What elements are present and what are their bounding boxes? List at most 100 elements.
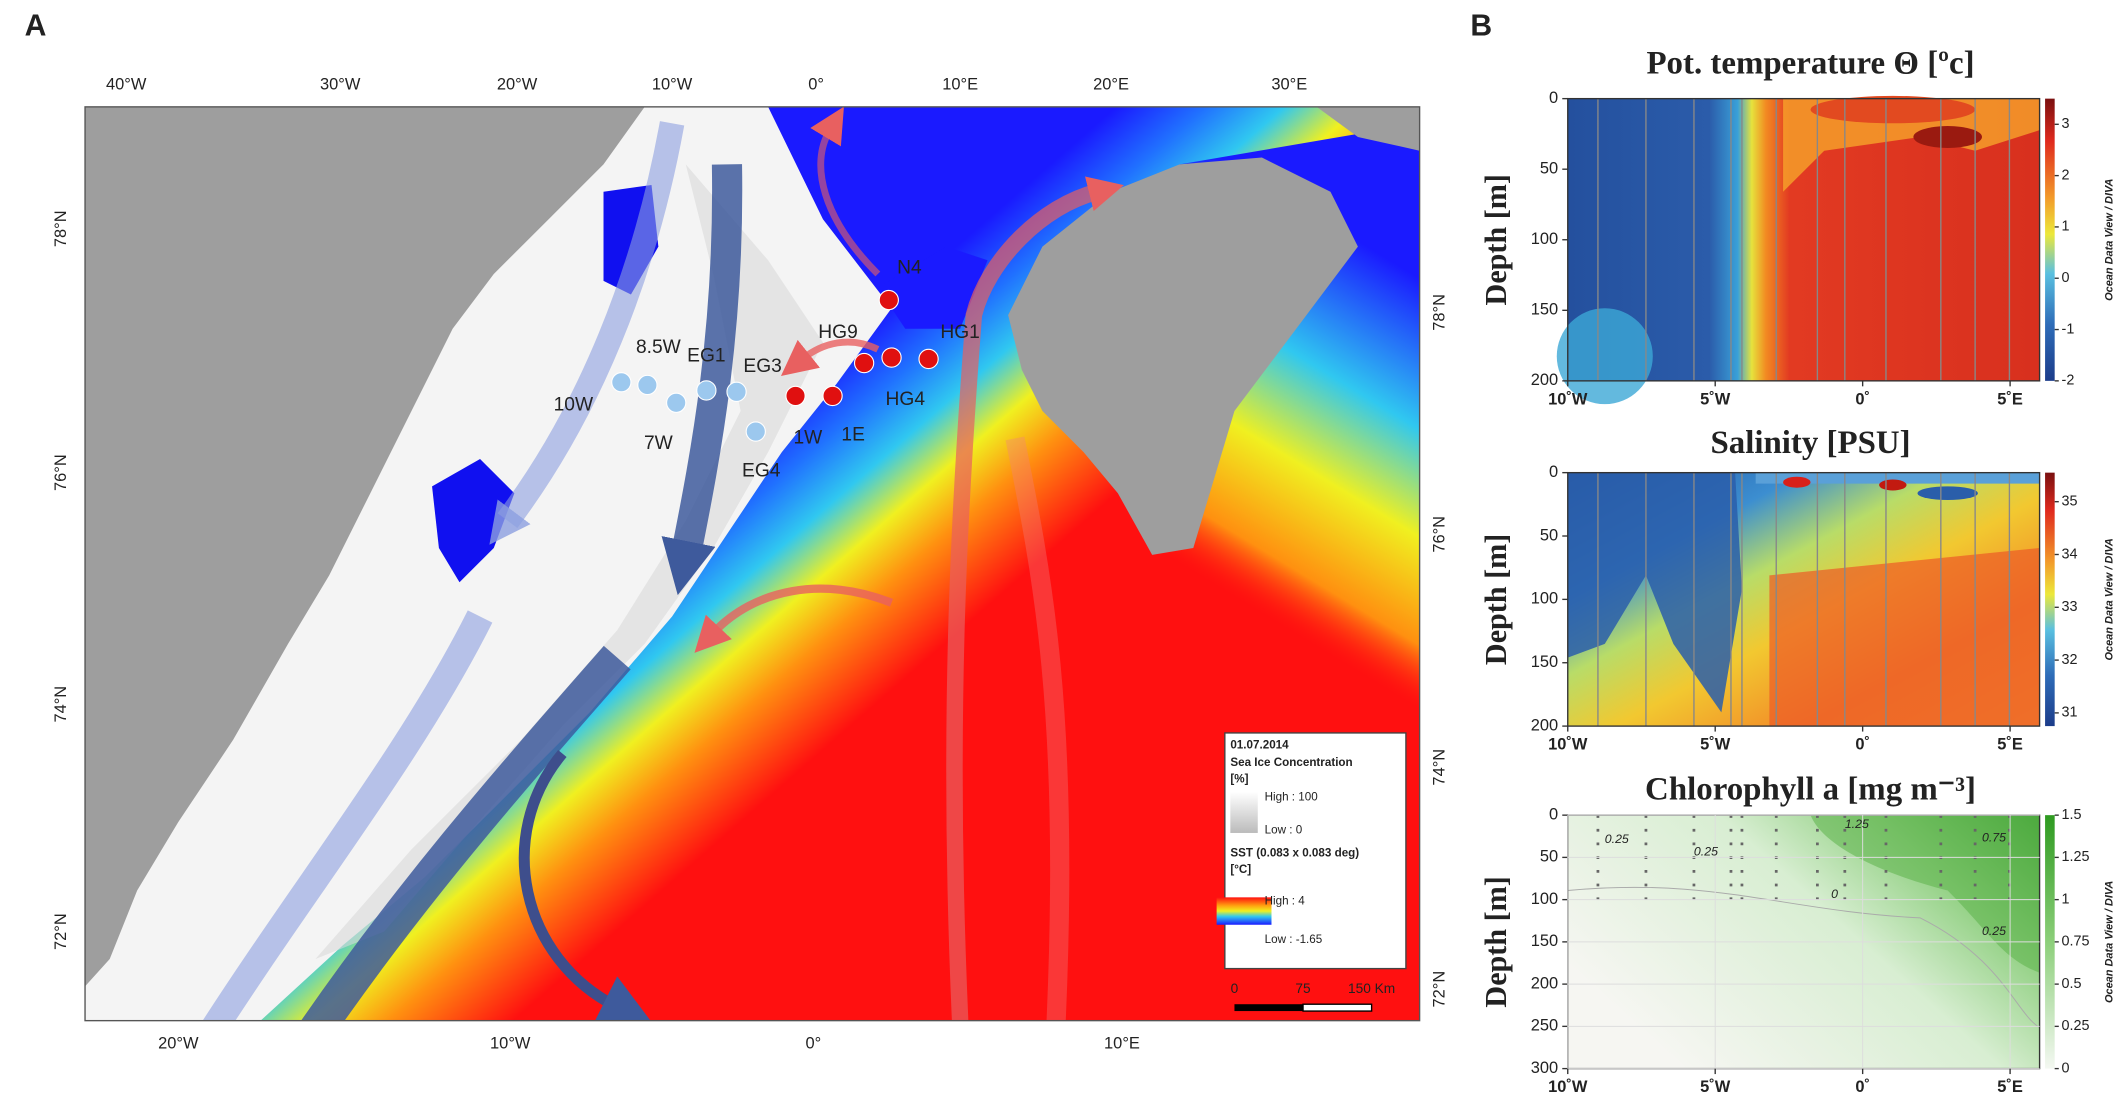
y-tick-label: 50	[1540, 526, 1558, 544]
x-tick-label: 10˚W	[1548, 736, 1588, 754]
field-feature	[1913, 126, 1982, 148]
x-tick-label: 0˚	[1855, 736, 1870, 754]
current-arrow	[489, 121, 685, 545]
colorbar-tick-label: -1	[2062, 321, 2075, 337]
colorbar-tick-label: 0	[2062, 270, 2070, 286]
y-tick-label: 0	[1549, 463, 1558, 481]
map-legend: 01.07.2014 Sea Ice Concentration [%] Hig…	[1216, 732, 1407, 970]
scale-bar-segment	[1302, 1003, 1373, 1012]
field-feature	[1783, 476, 1811, 488]
scale-label: 150 Km	[1348, 981, 1395, 996]
current-arrow	[301, 645, 631, 1021]
lat-label: 76°N	[1431, 516, 1449, 553]
lon-label: 0°	[808, 75, 824, 93]
x-tick-label: 5˚E	[1997, 1078, 2023, 1096]
station-marker	[726, 381, 747, 402]
station-marker	[881, 347, 902, 368]
lon-label: 40°W	[106, 75, 147, 93]
y-tick-label: 150	[1531, 653, 1558, 671]
lat-label: 72°N	[52, 913, 70, 950]
y-tick-label: 200	[1531, 974, 1558, 992]
land	[85, 106, 645, 987]
station-label: EG4	[742, 460, 781, 481]
lat-label: 74°N	[52, 686, 70, 723]
colorbar-tick-label: -2	[2062, 373, 2075, 389]
x-tick-label: 5˚W	[1700, 390, 1731, 408]
legend-text: High : 100	[1265, 790, 1319, 803]
section-plot: Chlorophyll a [mg m⁻³]Depth [m]050100150…	[1479, 771, 2115, 1096]
station-marker	[785, 385, 806, 407]
station-label: HG4	[886, 389, 926, 410]
section-plot: Salinity [PSU] Depth [m] 0 50 100 150 200 10˚W 5…	[1479, 425, 2115, 754]
field-feature	[1769, 548, 2040, 727]
station-label: N4	[897, 258, 922, 279]
contour-label: 0.25	[1982, 924, 2006, 938]
colorbar-tick-label: 35	[2062, 493, 2078, 509]
x-tick-label: 10˚W	[1548, 1078, 1588, 1096]
lat-label: 78°N	[1431, 294, 1449, 331]
lon-label: 10°W	[490, 1034, 531, 1052]
y-tick-label: 0	[1549, 89, 1558, 107]
legend-text: Low : -1.65	[1265, 933, 1323, 946]
field-feature	[1917, 486, 1978, 501]
x-tick-label: 0˚	[1855, 390, 1870, 408]
legend-text: [°C]	[1230, 863, 1251, 876]
y-axis-label: Depth [m]	[1479, 174, 1513, 305]
station-marker	[822, 385, 843, 407]
colorbar-label: Ocean Data View / DIVA	[2103, 881, 2115, 1003]
colorbar-tick-label: 1.5	[2062, 807, 2082, 823]
colorbar-tick-label: 1	[2062, 219, 2070, 235]
station-marker	[918, 348, 939, 370]
legend-text: 01.07.2014	[1230, 738, 1289, 751]
lon-label: 0°	[806, 1034, 822, 1052]
colorbar-tick-label: 0.25	[2062, 1018, 2090, 1034]
y-axis-label: Depth [m]	[1479, 534, 1513, 665]
station-label: 1W	[793, 427, 823, 448]
y-axis-label: Depth [m]	[1479, 876, 1513, 1007]
map-frame	[84, 106, 1421, 1022]
colorbar-tick-label: 34	[2062, 546, 2078, 562]
colorbar-label: Ocean Data View / DIVA	[2103, 179, 2115, 301]
station-label: 8.5W	[636, 337, 682, 358]
station-marker	[637, 374, 658, 396]
colorbar-tick-label: 3	[2062, 116, 2070, 132]
legend-text: [%]	[1230, 773, 1248, 786]
current-arrow	[946, 176, 1124, 1021]
x-tick-label: 5˚W	[1700, 736, 1731, 754]
station-label: HG1	[940, 322, 979, 343]
y-tick-label: 0	[1549, 805, 1558, 823]
section-title: Pot. temperature Θ [ºc]	[1646, 45, 1974, 81]
colorbar-tick-label: 2	[2062, 167, 2070, 183]
y-tick-label: 250	[1531, 1017, 1558, 1035]
colorbar	[2045, 815, 2055, 1069]
scale-label: 75	[1295, 981, 1311, 996]
station-marker	[666, 392, 687, 413]
ice-edge-water	[877, 246, 988, 329]
y-tick-label: 150	[1531, 301, 1558, 319]
station-marker	[696, 380, 717, 401]
colorbar-tick-label: 31	[2062, 705, 2078, 721]
colorbar-tick-label: 0.75	[2062, 934, 2090, 950]
current-arrow	[661, 164, 743, 596]
colorbar-label: Ocean Data View / DIVA	[2103, 538, 2115, 660]
polynya	[432, 458, 515, 583]
colorbar	[2045, 472, 2055, 727]
x-tick-label: 0˚	[1855, 1078, 1870, 1096]
station-label: 7W	[644, 433, 674, 454]
station-marker	[745, 421, 766, 442]
colorbar-tick-label: 1	[2062, 891, 2070, 907]
land	[1316, 106, 1420, 151]
contour-label: 0.25	[1694, 844, 1718, 858]
legend-text: High : 4	[1265, 895, 1306, 908]
y-tick-label: 300	[1531, 1059, 1558, 1077]
x-tick-label: 5˚E	[1997, 736, 2023, 754]
contour-label: 1.25	[1845, 817, 1869, 831]
lon-label: 10°E	[942, 75, 978, 93]
field-feature	[1810, 95, 1976, 124]
station-marker	[611, 372, 632, 393]
y-tick-label: 100	[1531, 230, 1558, 248]
station-label: EG3	[743, 356, 781, 377]
legend-text: Low : 0	[1265, 823, 1303, 836]
contour-label: 0	[1831, 887, 1838, 901]
colorbar-tick-label: 32	[2062, 652, 2078, 668]
